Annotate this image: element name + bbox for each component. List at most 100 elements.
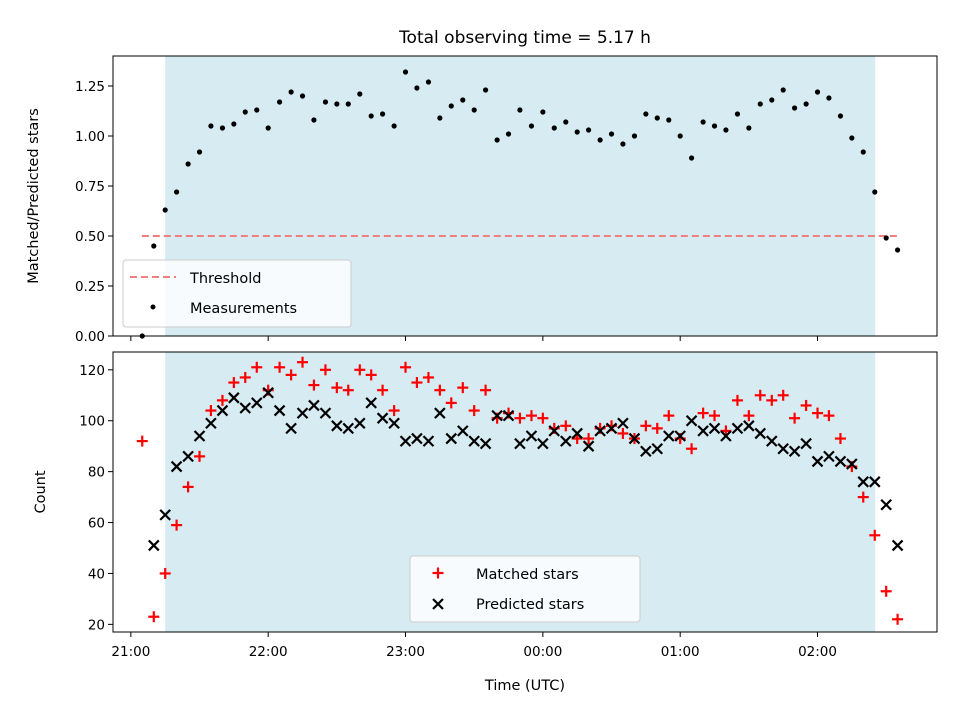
legend-measurements-swatch [150,304,156,310]
predicted-star-point [262,386,274,399]
matched-stars-series [136,356,904,625]
y-tick-label: 100 [79,414,105,430]
matched-star-point [651,422,663,434]
measurement-point [437,115,443,121]
matched-star-point [194,450,206,462]
x-tick-label: 00:00 [523,644,562,660]
measurement-point [711,123,718,129]
measurement-point [505,131,512,137]
matched-star-point [308,379,320,391]
predicted-star-point [754,427,767,440]
matched-star-point [640,420,652,432]
predicted-star-point [331,420,343,432]
measurement-point [643,111,649,117]
measurement-point [425,79,432,85]
measurement-point [803,101,809,107]
measurement-point [551,125,557,131]
predicted-star-point [571,427,583,440]
y-tick-label: 0.25 [75,279,105,295]
matched-star-point [136,435,148,447]
legend-matched-swatch [432,567,444,579]
matched-star-point [216,394,228,406]
predicted-star-point [777,442,789,455]
matched-star-point [766,394,778,406]
measurement-point [894,247,901,253]
measurement-point [734,111,741,117]
predicted-star-point [880,498,892,511]
measurement-point [677,133,683,139]
y-tick-label: 0.50 [75,229,105,245]
predicted-star-point [148,539,160,552]
predicted-star-point [537,437,549,450]
matched-star-point [823,410,835,422]
measurement-point [814,89,821,95]
matched-star-point [239,371,251,383]
predicted-star-point [251,397,263,409]
measurement-point [860,149,866,155]
top-y-axis: 0.00 0.25 0.50 0.75 1.00 1.25 [75,79,113,345]
matched-star-point [468,405,480,417]
matched-star-point [285,369,297,381]
measurement-point [723,127,729,133]
measurement-point [757,101,763,107]
measurement-point [631,133,638,139]
matched-star-point [789,412,801,424]
predicted-star-point [697,425,709,437]
predicted-star-point [628,432,641,445]
matched-star-point [697,407,709,419]
measurement-point [872,189,878,195]
predicted-star-point [411,432,423,445]
matched-star-point [205,405,217,417]
legend-x-marker [432,598,444,610]
measurement-point [746,125,752,131]
predicted-star-point [651,442,664,455]
measurement-point [368,113,374,119]
measurement-point [620,141,626,147]
legend-measurements-label: Measurements [190,301,297,317]
measurement-point [391,123,397,129]
matched-star-point [709,410,721,422]
measurement-point [231,121,237,127]
predicted-star-point [617,417,629,430]
predicted-star-point [582,440,595,452]
predicted-star-point [182,450,194,463]
y-tick-label: 120 [79,363,105,379]
measurement-point [528,123,535,129]
legend-matched-label: Matched stars [476,567,579,583]
measurement-point [276,99,283,105]
measurement-point [151,243,157,249]
predicted-star-point [605,422,618,435]
predicted-star-point [891,539,904,552]
matched-star-point [445,397,457,409]
measurement-point [563,119,569,125]
chart-title: Total observing time = 5.17 h [398,28,651,48]
matched-star-point [663,410,675,422]
y-tick-label: 60 [88,516,105,532]
predicted-star-point [319,407,332,419]
predicted-star-point [296,407,309,419]
measurement-point [780,87,786,93]
predicted-star-point [445,432,458,445]
measurement-point [688,155,695,161]
matched-star-point [159,567,171,579]
x-tick-label: 02:00 [798,644,837,660]
bottom-x-axis: 21:00 22:00 23:00 00:00 01:00 02:00 [111,632,837,660]
top-chart: 0.00 0.25 0.50 0.75 1.00 1.25 Total observing… [26,28,938,345]
predicted-star-point [216,404,229,417]
predicted-star-point [525,430,538,442]
x-axis-label: Time (UTC) [484,678,565,694]
measurement-point [597,137,603,143]
predicted-star-point [731,422,744,435]
measurement-point [185,161,191,167]
predicted-star-point [193,430,206,442]
predicted-star-point [365,397,377,409]
matched-star-point [560,420,572,432]
predicted-star-point [846,458,858,470]
predicted-star-point [548,425,561,437]
matched-star-point [617,427,629,439]
predicted-star-point [640,445,652,458]
predicted-star-point [342,422,355,435]
x-tick-label: 01:00 [661,644,700,660]
measurements-series [139,69,901,339]
